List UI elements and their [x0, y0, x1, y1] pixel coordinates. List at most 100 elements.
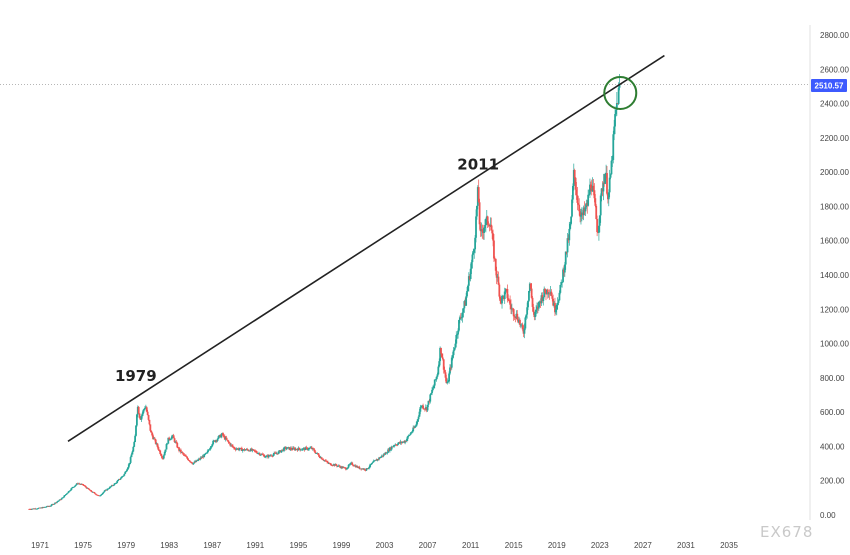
- candle-body: [185, 456, 188, 458]
- candle-body: [433, 379, 436, 386]
- candle-body: [216, 438, 219, 441]
- candle-body: [579, 211, 581, 217]
- candle-body: [159, 450, 162, 454]
- candle-body: [56, 501, 58, 503]
- candle-body: [66, 493, 68, 495]
- candle-body: [212, 440, 215, 445]
- candle-body: [138, 413, 141, 418]
- candle-body: [378, 457, 381, 460]
- candle-body: [65, 494, 67, 496]
- candle-body: [471, 254, 474, 263]
- candle-body: [118, 479, 121, 480]
- candle-body: [196, 459, 199, 461]
- y-axis: 0.00 200.00 400.00 600.00 800.00 1000.00 1200.…: [809, 25, 849, 520]
- candle-body: [348, 464, 351, 466]
- candle-body: [446, 381, 449, 384]
- candle-body: [259, 454, 262, 456]
- candle-body: [406, 438, 408, 441]
- price-candles: [28, 74, 621, 510]
- candle-body: [314, 451, 317, 454]
- watermark: EX678: [760, 523, 813, 541]
- candle-body: [244, 449, 247, 451]
- candle-body: [436, 374, 439, 377]
- candle-body: [298, 447, 301, 450]
- candle-body: [513, 316, 516, 318]
- candle-body: [119, 478, 122, 480]
- candle-body: [393, 445, 396, 447]
- candle-body: [173, 438, 176, 442]
- candle-body: [612, 134, 615, 160]
- y-tick-label: 600.00: [820, 408, 845, 417]
- x-tick-label: 1995: [289, 541, 307, 550]
- candle-body: [231, 444, 233, 446]
- candle-body: [130, 454, 133, 458]
- price-tag-background: [811, 79, 847, 92]
- candle-body: [263, 455, 266, 458]
- candle-body: [417, 416, 420, 420]
- candle-body: [499, 296, 502, 299]
- candle-body: [351, 462, 354, 465]
- candle-body: [123, 473, 126, 476]
- candle-body: [557, 300, 560, 303]
- candle-body: [349, 463, 352, 465]
- candle-body: [261, 454, 264, 455]
- candle-body: [449, 367, 451, 374]
- candle-body: [237, 448, 240, 450]
- candle-body: [135, 414, 138, 426]
- candle-body: [592, 185, 595, 191]
- candle-body: [532, 306, 535, 313]
- candle-body: [64, 495, 67, 496]
- candle-body: [382, 454, 385, 457]
- candle-body: [470, 262, 473, 269]
- candle-body: [479, 224, 482, 232]
- candle-body: [126, 469, 128, 472]
- candle-body: [124, 471, 127, 474]
- candle-body: [304, 447, 307, 451]
- candle-body: [387, 449, 389, 453]
- candle-body: [598, 215, 601, 226]
- candle-body: [338, 465, 341, 467]
- candle-body: [523, 328, 526, 334]
- candle-body: [220, 434, 223, 438]
- candle-body: [618, 83, 621, 88]
- candle-body: [319, 456, 321, 458]
- candle-body: [60, 498, 63, 500]
- candle-body: [371, 462, 374, 463]
- candle-body: [419, 407, 422, 412]
- candle-body: [397, 443, 399, 446]
- candle-body: [438, 361, 441, 367]
- candle-body: [290, 447, 293, 450]
- candle-body: [384, 452, 387, 455]
- candle-body: [546, 289, 549, 295]
- candle-body: [317, 453, 320, 455]
- candle-body: [521, 324, 524, 330]
- candle-body: [430, 393, 433, 395]
- candle-body: [474, 237, 477, 250]
- candle-body: [456, 334, 459, 336]
- candle-body: [611, 159, 614, 161]
- candle-body: [408, 434, 411, 436]
- candle-body: [441, 353, 443, 358]
- candle-body: [258, 453, 261, 456]
- candle-body: [85, 487, 88, 489]
- candle-body: [121, 476, 124, 478]
- candle-body: [91, 491, 93, 493]
- candle-body: [503, 291, 506, 300]
- candle-body: [458, 317, 461, 321]
- y-tick-label: 1000.00: [820, 340, 849, 349]
- candle-body: [448, 373, 450, 382]
- candle-body: [232, 447, 235, 448]
- candle-body: [170, 436, 173, 439]
- candle-body: [390, 446, 393, 450]
- candle-body: [74, 485, 76, 487]
- candle-body: [365, 468, 368, 471]
- candle-body: [571, 185, 574, 200]
- candle-body: [184, 455, 187, 457]
- candle-body: [299, 449, 302, 451]
- candle-body: [229, 443, 232, 446]
- candle-body: [472, 252, 475, 255]
- candle-body: [324, 460, 327, 462]
- candle-body: [469, 268, 472, 280]
- candle-body: [418, 411, 421, 417]
